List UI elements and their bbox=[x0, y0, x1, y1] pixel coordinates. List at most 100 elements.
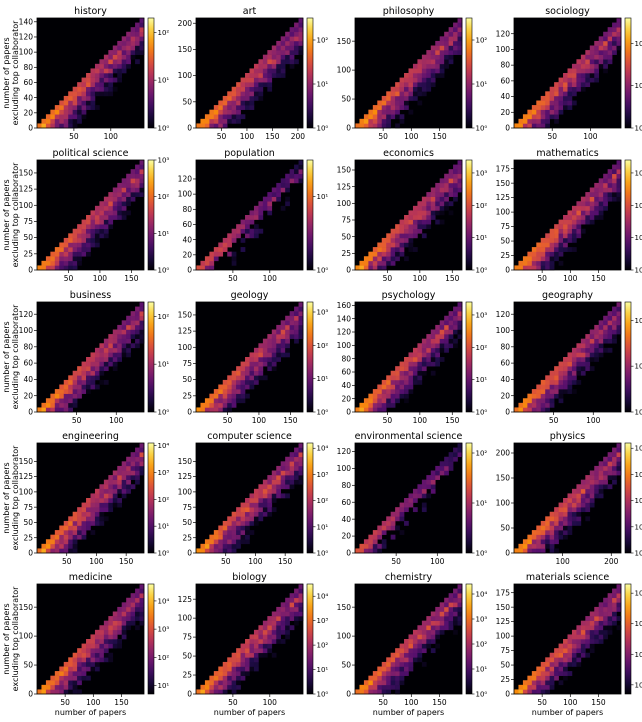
heat-cell bbox=[81, 228, 87, 234]
heat-cell bbox=[236, 100, 241, 106]
heat-cell bbox=[598, 616, 604, 621]
heat-cell bbox=[607, 625, 613, 631]
heat-cell bbox=[372, 402, 378, 408]
heat-cell bbox=[103, 228, 109, 234]
heat-cell bbox=[372, 105, 378, 110]
heat-cell bbox=[363, 256, 369, 262]
heat-cell bbox=[81, 516, 87, 522]
heat-cell bbox=[377, 548, 383, 554]
heat-cell bbox=[231, 516, 237, 522]
heat-cell bbox=[448, 452, 454, 458]
heat-cell bbox=[598, 639, 604, 644]
heat-cell bbox=[280, 343, 286, 349]
heat-cell bbox=[377, 105, 383, 110]
heat-cell bbox=[298, 315, 304, 321]
heat-cell bbox=[258, 643, 264, 649]
heat-cell bbox=[231, 534, 237, 540]
heat-cell bbox=[404, 502, 409, 508]
heat-cell bbox=[77, 393, 82, 399]
heat-cell bbox=[435, 634, 441, 640]
heat-cell bbox=[262, 54, 268, 60]
heat-cell bbox=[594, 192, 600, 197]
heat-cell bbox=[135, 447, 140, 453]
heat-cell bbox=[130, 470, 136, 476]
colorbar-tick-label: 10³ bbox=[635, 471, 642, 479]
heat-cell bbox=[545, 389, 550, 394]
heat-cell bbox=[545, 233, 550, 239]
heat-cell bbox=[522, 543, 528, 549]
heat-cell bbox=[395, 684, 400, 690]
heat-cell bbox=[395, 86, 400, 92]
x-tick-label: 150 bbox=[591, 698, 606, 707]
heat-cell bbox=[412, 379, 418, 385]
heat-cell bbox=[130, 593, 136, 599]
heat-cell bbox=[59, 389, 65, 394]
heat-cell bbox=[262, 77, 268, 83]
heat-cell bbox=[558, 502, 564, 508]
heat-cell bbox=[90, 498, 96, 503]
heat-cell bbox=[94, 648, 100, 654]
heat-cell bbox=[448, 320, 454, 326]
heat-cell bbox=[527, 260, 533, 266]
heat-cell bbox=[545, 661, 550, 667]
heat-cell bbox=[607, 182, 613, 188]
heat-cell bbox=[448, 465, 454, 471]
heat-cell bbox=[240, 530, 246, 535]
heat-cell bbox=[253, 520, 259, 526]
heat-cell bbox=[94, 502, 100, 508]
heat-cell bbox=[121, 347, 127, 353]
heat-cell bbox=[298, 164, 304, 170]
plot-frame bbox=[513, 301, 622, 413]
heat-cell bbox=[294, 173, 299, 179]
heat-cell bbox=[580, 361, 586, 367]
heatmap-cells bbox=[37, 443, 145, 554]
heat-cell bbox=[598, 182, 604, 188]
heat-cell bbox=[245, 379, 250, 385]
heat-cell bbox=[63, 534, 69, 540]
heat-cell bbox=[444, 201, 449, 207]
heat-cell bbox=[240, 384, 246, 390]
heat-cell bbox=[408, 77, 414, 83]
heat-cell bbox=[412, 219, 418, 225]
heat-cell bbox=[404, 398, 409, 404]
heat-cell bbox=[598, 611, 604, 617]
heat-cell bbox=[412, 205, 418, 211]
heat-cell bbox=[430, 616, 436, 621]
panel-title: political science bbox=[53, 148, 129, 159]
heat-cell bbox=[576, 379, 582, 385]
heat-cell bbox=[117, 629, 123, 635]
heat-cell bbox=[439, 187, 445, 193]
heat-cell bbox=[531, 398, 537, 404]
heat-cell bbox=[594, 343, 600, 349]
heat-cell bbox=[549, 511, 555, 517]
colorbar-tick-label: 10⁰ bbox=[476, 550, 488, 558]
heat-cell bbox=[249, 652, 255, 658]
heat-cell bbox=[585, 59, 591, 65]
colorbar-tick-label: 10¹ bbox=[635, 523, 642, 531]
heat-cell bbox=[86, 357, 91, 362]
y-tick-label: 40 bbox=[500, 92, 510, 101]
y-tick-label: 50 bbox=[23, 233, 33, 242]
heat-cell bbox=[421, 91, 427, 97]
heat-cell bbox=[395, 671, 400, 676]
heat-cell bbox=[567, 210, 573, 216]
heat-cell bbox=[549, 402, 555, 408]
heat-cell bbox=[540, 684, 546, 690]
heat-cell bbox=[368, 675, 374, 681]
heat-cell bbox=[545, 393, 550, 399]
heat-cell bbox=[439, 611, 445, 617]
heat-cell bbox=[63, 242, 69, 248]
heat-cell bbox=[218, 242, 224, 248]
heat-cell bbox=[585, 507, 591, 513]
heat-cell bbox=[117, 352, 123, 358]
heat-cell bbox=[121, 40, 127, 46]
heat-cell bbox=[421, 634, 427, 640]
heat-cell bbox=[267, 205, 273, 211]
heat-cell bbox=[522, 260, 528, 266]
heat-cell bbox=[421, 73, 427, 78]
heat-cell bbox=[603, 192, 608, 197]
heat-cell bbox=[576, 361, 582, 367]
heat-cell bbox=[50, 123, 56, 129]
heat-cell bbox=[94, 347, 100, 353]
